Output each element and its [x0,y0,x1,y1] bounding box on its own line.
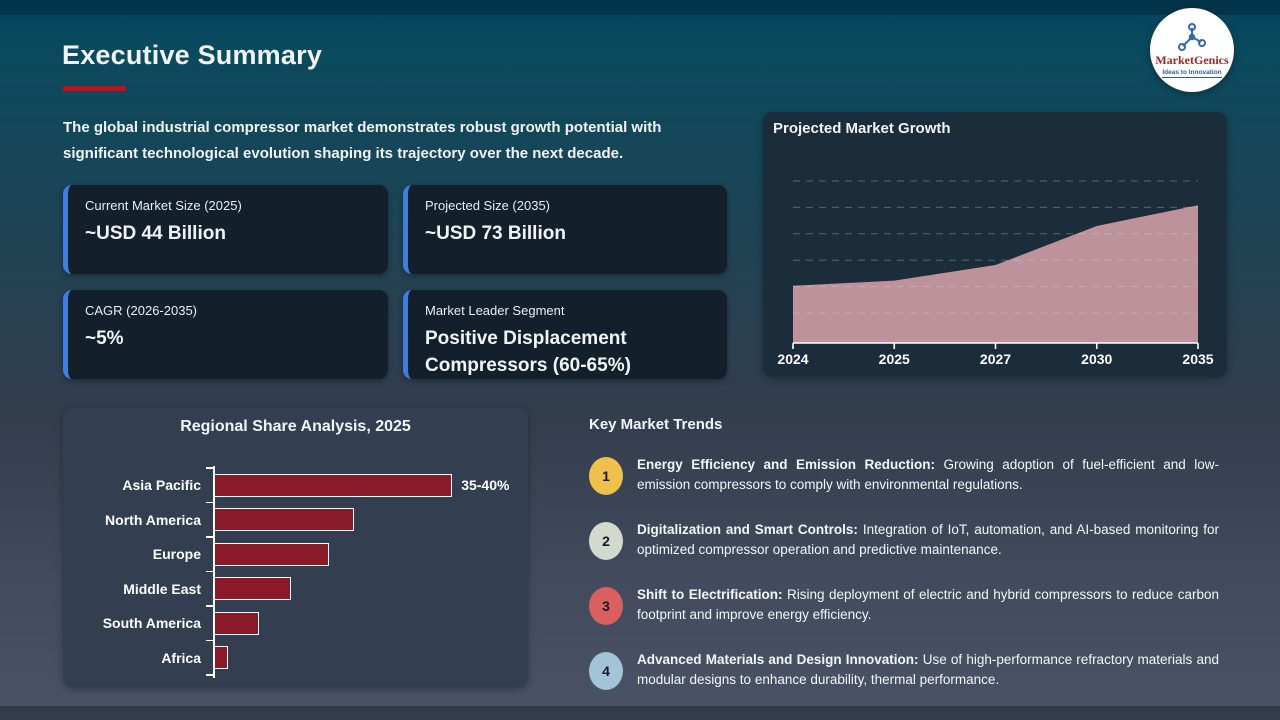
title-underline [63,86,126,91]
bar [213,473,453,497]
stat-value: ~5% [85,328,124,349]
stat-label: Market Leader Segment [425,303,565,318]
stat-label: CAGR (2026-2035) [85,303,197,318]
regional-chart-panel: Regional Share Analysis, 2025 Asia Pacif… [63,408,528,687]
stat-card-cagr: CAGR (2026-2035) ~5% [63,290,388,379]
stat-card-projected-size: Projected Size (2035) ~USD 73 Billion [403,185,727,274]
bar-axis-tick [206,639,213,641]
bar-value-label: 35-40% [461,477,510,494]
bar-chart: Asia Pacific 35-40% North America Europe Mid… [63,466,528,678]
bar [213,611,260,635]
bar-axis-tick [206,605,213,607]
stat-value: ~USD 44 Billion [85,223,226,244]
bar-axis-tick [206,501,213,503]
trend-text: Energy Efficiency and Emission Reduction… [637,457,1219,492]
bar-row: Asia Pacific 35-40% [63,468,528,503]
stat-card-current-size: Current Market Size (2025) ~USD 44 Billi… [63,185,388,274]
bar [213,542,329,566]
bar-axis-tick [206,674,213,676]
svg-text:2027: 2027 [980,351,1011,367]
bar-row: Africa [63,641,528,676]
trend-item-advanced-materials: 4 Advanced Materials and Design Innovati… [589,650,1230,690]
logo: MarketGenics Ideas to Innovation [1150,8,1234,92]
bar-category-label: Asia Pacific [122,477,201,494]
svg-text:2024: 2024 [777,351,808,367]
bar-axis-tick [206,570,213,572]
stat-label: Projected Size (2035) [425,198,551,213]
trend-text: Shift to Electrification: Rising deploym… [637,587,1219,622]
bar [213,508,355,532]
molecule-icon [1178,22,1206,51]
bar [213,577,291,601]
bar-category-label: Europe [152,546,201,563]
logo-tagline: Ideas to Innovation [1162,68,1222,78]
page-title: Executive Summary [62,40,323,70]
bar-chart-axis [213,466,215,678]
stat-card-leader-segment: Market Leader Segment Positive Displacem… [403,290,727,379]
svg-text:2035: 2035 [1182,351,1213,367]
bar-row: North America [63,503,528,538]
trend-number-badge: 2 [589,522,623,560]
trend-item-electrification: 3 Shift to Electrification: Rising deplo… [589,585,1230,625]
stat-label: Current Market Size (2025) [85,198,242,213]
bar-category-label: Middle East [123,580,201,597]
intro-text: The global industrial compressor market … [63,119,662,162]
trend-number-badge: 1 [589,457,623,495]
bar-row: South America [63,606,528,641]
bar-category-label: South America [102,615,201,632]
trend-number-badge: 4 [589,652,623,690]
trends-section: Key Market Trends 1 Energy Efficiency an… [589,408,1230,715]
trend-text: Advanced Materials and Design Innovation… [637,652,1219,687]
trend-item-energy-efficiency: 1 Energy Efficiency and Emission Reducti… [589,455,1230,495]
top-band [0,0,1280,15]
bar [213,646,228,670]
bar-row: Middle East [63,572,528,607]
trend-number-badge: 3 [589,587,623,625]
svg-text:2025: 2025 [879,351,910,367]
svg-text:2030: 2030 [1081,351,1112,367]
bar-category-label: Africa [161,649,201,666]
area-chart: 2024 2025 2027 2030 2035 [777,180,1214,367]
growth-chart-panel: Projected Market Growth 2024 2025 2027 2030… [763,112,1227,377]
regional-chart-title: Regional Share Analysis, 2025 [180,418,411,435]
trends-title: Key Market Trends [589,416,723,433]
stat-value: ~USD 73 Billion [425,223,566,244]
bottom-band [0,706,1280,720]
trend-item-digitalization: 2 Digitalization and Smart Controls: Int… [589,520,1230,560]
stats-grid: Current Market Size (2025) ~USD 44 Billi… [63,185,727,379]
bar-axis-tick [206,467,213,469]
stat-value: Positive Displacement Compressors (60-65… [425,328,631,376]
bar-category-label: North America [105,511,201,528]
bar-axis-tick [206,536,213,538]
growth-chart-title: Projected Market Growth [773,120,951,137]
bar-row: Europe [63,537,528,572]
logo-name: MarketGenics [1155,52,1229,67]
trend-text: Digitalization and Smart Controls: Integ… [637,522,1219,557]
